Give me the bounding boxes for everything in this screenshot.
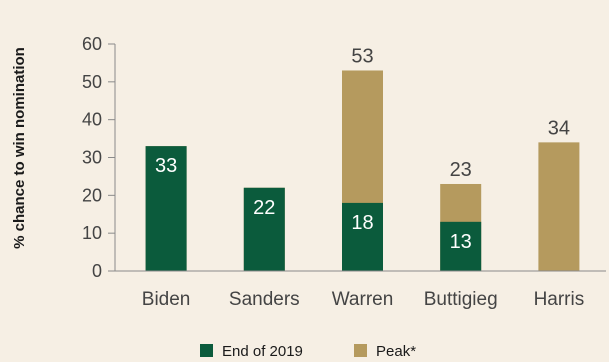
legend-label: Peak* — [376, 343, 416, 360]
data-labels: 33 22 18 53 13 23 34 — [155, 45, 570, 252]
legend: End of 2019 Peak* — [200, 343, 416, 360]
data-label: 53 — [351, 45, 373, 67]
x-axis: Biden Sanders Warren Buttigieg Harris — [115, 270, 606, 310]
bar-end-of-2019 — [145, 146, 187, 271]
y-tick-label: 20 — [82, 185, 102, 205]
y-tick-label: 0 — [92, 261, 102, 281]
legend-label: End of 2019 — [222, 343, 303, 360]
x-tick-label: Harris — [534, 289, 585, 310]
y-tick-label: 40 — [82, 110, 102, 130]
bar-end-of-2019 — [243, 187, 285, 271]
legend-swatch — [354, 344, 367, 357]
y-axis-label: % chance to win nomination — [11, 47, 28, 249]
legend-swatch — [200, 344, 213, 357]
data-label: 13 — [450, 231, 472, 253]
y-tick-label: 50 — [82, 72, 102, 92]
x-tick-label: Biden — [142, 289, 191, 310]
y-tick-label: 10 — [82, 223, 102, 243]
bar-peak — [538, 142, 580, 271]
bar-end-of-2019 — [342, 202, 383, 271]
data-label: 18 — [351, 212, 373, 234]
bars — [145, 70, 580, 271]
bar-end-of-2019 — [440, 221, 482, 271]
y-axis: 0 10 20 30 40 50 60 — [82, 34, 116, 281]
data-label: 34 — [548, 117, 570, 139]
data-label: 23 — [450, 159, 472, 181]
x-tick-label: Warren — [332, 289, 394, 310]
y-tick-label: 30 — [82, 148, 102, 168]
y-tick-label: 60 — [82, 34, 102, 54]
data-label: 33 — [155, 155, 177, 177]
data-label: 22 — [253, 197, 275, 219]
x-tick-label: Buttigieg — [424, 289, 498, 310]
x-tick-label: Sanders — [229, 289, 300, 310]
